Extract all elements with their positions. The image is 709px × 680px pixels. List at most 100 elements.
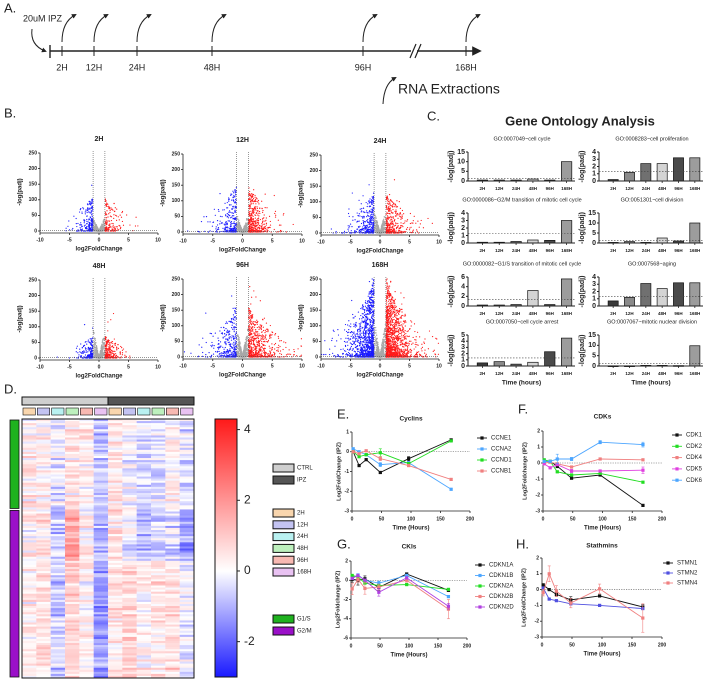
volcano-point-up	[409, 227, 411, 229]
volcano-point-down	[231, 295, 233, 297]
volcano-point-up	[406, 220, 408, 222]
volcano-point-up	[116, 347, 118, 349]
x-axis-label: log2FoldChange	[219, 248, 267, 254]
volcano-point-down	[187, 230, 189, 232]
volcano-point-up	[249, 224, 251, 226]
volcano-point-up	[109, 215, 112, 217]
volcano-point-up	[122, 224, 125, 226]
volcano-point-down	[366, 210, 368, 212]
volcano-point-up	[116, 228, 119, 230]
volcano-point-down	[82, 207, 84, 209]
volcano-point-ns	[93, 350, 95, 353]
volcano-point-up	[258, 210, 261, 213]
volcano-point-up	[106, 210, 108, 212]
volcano-point-down	[91, 202, 93, 205]
volcano-point-up	[248, 208, 251, 210]
volcano-point-up	[386, 195, 389, 197]
y-tick-label: 0	[315, 230, 318, 236]
volcano-point-up	[396, 206, 399, 208]
volcano-point-down	[84, 224, 86, 226]
volcano-point-up	[250, 203, 253, 205]
volcano-point-up	[422, 227, 425, 229]
volcano-point-up	[109, 343, 111, 345]
volcano-point-ns	[245, 348, 247, 350]
volcano-point-up	[389, 201, 391, 203]
volcano-point-down	[230, 217, 232, 219]
volcano-point-down	[229, 230, 231, 232]
volcano-point-ns	[94, 339, 97, 342]
volcano-point-up	[108, 213, 110, 215]
volcano-point-down	[230, 220, 233, 223]
volcano-point-down	[348, 208, 350, 210]
volcano-point-up	[255, 225, 257, 227]
volcano-point-up	[252, 222, 255, 225]
volcano-point-down	[85, 348, 87, 350]
volcano-point-down	[369, 219, 371, 221]
volcano-point-down	[231, 216, 233, 218]
volcano-point-down	[363, 224, 365, 226]
volcano-point-up	[262, 220, 264, 223]
volcano-point-up	[105, 217, 108, 219]
volcano-point-up	[105, 336, 107, 338]
volcano-point-down	[234, 192, 236, 194]
y-tick-label: 100	[29, 197, 38, 203]
volcano-point-up	[110, 208, 112, 210]
volcano-point-down	[84, 219, 86, 222]
volcano-point-down	[216, 224, 219, 226]
volcano-point-down	[226, 226, 228, 228]
volcano-point-down	[80, 356, 82, 358]
volcano-point-up	[401, 215, 403, 218]
volcano-point-up	[111, 228, 113, 230]
volcano-point-up	[283, 212, 285, 215]
rna-extraction-arrow-icon	[382, 77, 397, 105]
volcano-point-up	[278, 224, 281, 226]
volcano-point-down	[210, 344, 212, 347]
volcano-point-up	[417, 220, 419, 222]
panel-label-F: F.	[518, 401, 528, 416]
volcano-point-down	[216, 229, 218, 232]
volcano-point-up	[418, 226, 420, 228]
volcano-point-down	[90, 204, 92, 206]
volcano-point-ns	[237, 226, 239, 228]
volcano-point-down	[86, 230, 88, 232]
volcano-point-up	[250, 207, 252, 209]
volcano-point-down	[224, 341, 226, 343]
volcano-point-up	[386, 218, 389, 220]
volcano-point-ns	[245, 226, 247, 228]
volcano-point-down	[348, 215, 350, 218]
volcano-point-up	[134, 225, 137, 227]
volcano-point-ns	[239, 354, 241, 356]
volcano-point-down	[230, 339, 233, 341]
volcano-point-up	[386, 227, 388, 229]
volcano-point-down	[352, 216, 354, 218]
volcano-point-up	[389, 204, 391, 206]
volcano-point-down	[365, 201, 367, 204]
volcano-point-up	[108, 205, 110, 208]
volcano-point-up	[403, 213, 405, 215]
volcano-point-up	[400, 230, 402, 232]
volcano-point-down	[91, 198, 93, 200]
volcano-point-up	[110, 219, 113, 222]
volcano-point-down	[233, 229, 235, 232]
volcano-point-up	[256, 230, 258, 232]
volcano-point-down	[88, 229, 91, 231]
volcano-point-ns	[376, 222, 378, 224]
volcano-point-up	[263, 227, 265, 229]
volcano-point-up	[252, 193, 255, 196]
y-tick-label: 100	[29, 324, 38, 330]
volcano-point-down	[347, 212, 350, 215]
volcano-point-up	[251, 226, 253, 228]
volcano-point-up	[261, 208, 263, 210]
volcano-point-up	[117, 216, 119, 218]
volcano-point-up	[115, 214, 117, 216]
y-tick-label: 250	[29, 150, 38, 156]
volcano-point-up	[129, 224, 131, 226]
volcano-point-up	[248, 228, 251, 230]
volcano-point-down	[230, 194, 232, 197]
volcano-point-down	[91, 356, 93, 358]
volcano-point-up	[106, 350, 108, 352]
volcano-point-up	[110, 216, 112, 218]
volcano-point-up	[265, 217, 267, 219]
volcano-point-down	[234, 196, 236, 198]
